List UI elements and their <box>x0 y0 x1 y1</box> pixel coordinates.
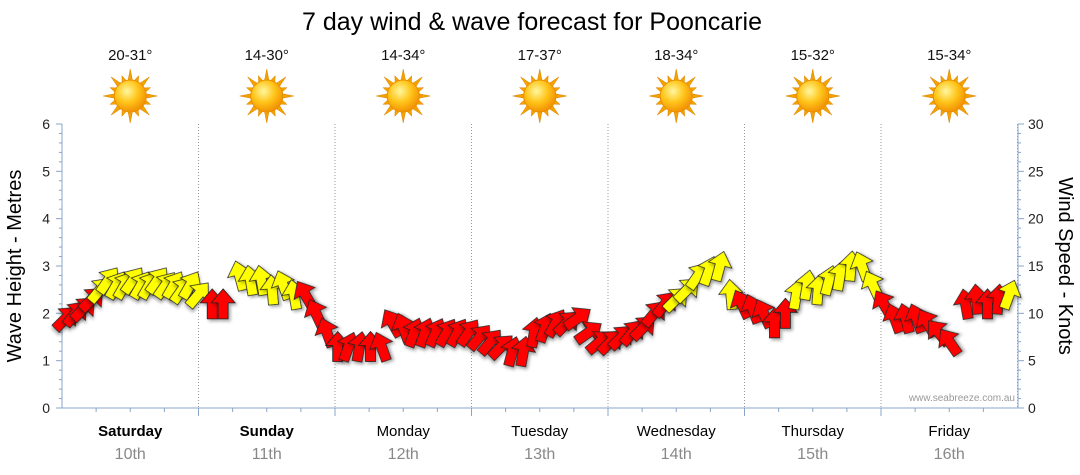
daily-temperatures: 20-31° 14-30° 14-34° 17-37° 18-34° 15-32° 15-3… <box>108 47 971 64</box>
left-tick-label: 1 <box>42 353 50 369</box>
left-axis-label: Wave Height - Metres <box>4 170 26 363</box>
left-axis-ticks: 0 1 2 3 4 5 6 <box>42 116 62 416</box>
day-date: 14th <box>661 446 692 463</box>
sun-icon <box>376 68 431 124</box>
temperature-range: 20-31° <box>108 47 152 64</box>
day-labels: Saturday 10th Sunday 11th Monday 12th Tuesday 1… <box>98 423 970 463</box>
left-tick-label: 2 <box>42 305 50 321</box>
right-tick-label: 5 <box>1028 353 1036 369</box>
right-axis-ticks: 0 5 10 15 20 25 30 <box>1018 116 1044 416</box>
left-tick-label: 3 <box>42 258 50 274</box>
day-date: 12th <box>388 446 419 463</box>
wind-arrow <box>707 250 733 283</box>
right-tick-label: 15 <box>1028 258 1044 274</box>
day-date: 15th <box>797 446 828 463</box>
wind-arrow <box>718 278 744 311</box>
day-name: Sunday <box>240 423 295 440</box>
temperature-range: 15-34° <box>927 47 971 64</box>
wind-arrows <box>51 250 1022 368</box>
wind-arrow <box>369 331 394 363</box>
sun-icon <box>512 68 567 124</box>
watermark: www.seabreeze.com.au <box>908 393 1015 404</box>
right-tick-label: 30 <box>1028 116 1044 132</box>
right-axis-label: Wind Speed - Knots <box>1054 177 1076 355</box>
wind-arrow <box>997 279 1022 311</box>
left-tick-label: 4 <box>42 211 50 227</box>
day-date: 16th <box>934 446 965 463</box>
temperature-range: 15-32° <box>791 47 835 64</box>
sun-icon <box>103 68 158 124</box>
chart-title: 7 day wind & wave forecast for Pooncarie <box>302 8 762 36</box>
temperature-range: 18-34° <box>654 47 698 64</box>
temperature-range: 17-37° <box>518 47 562 64</box>
day-date: 11th <box>252 446 282 463</box>
x-axis-ticks <box>95 408 984 416</box>
day-name: Saturday <box>98 423 163 440</box>
sun-icon <box>649 68 704 124</box>
right-tick-label: 10 <box>1028 305 1044 321</box>
left-tick-label: 0 <box>42 400 50 416</box>
grid-lines <box>198 124 1018 408</box>
day-name: Friday <box>928 423 970 440</box>
temperature-range: 14-30° <box>245 47 289 64</box>
wind-arrow <box>938 328 963 358</box>
right-tick-label: 25 <box>1028 163 1044 179</box>
temperature-range: 14-34° <box>381 47 425 64</box>
day-name: Monday <box>377 423 431 440</box>
right-tick-label: 20 <box>1028 211 1044 227</box>
plot-area: 0 1 2 3 4 5 6 0 5 10 15 20 25 30 www.seabreeze.com.a… <box>42 116 1044 416</box>
left-tick-label: 6 <box>42 116 50 132</box>
right-tick-label: 0 <box>1028 400 1036 416</box>
sun-icon <box>785 68 840 124</box>
sun-icon <box>922 68 977 124</box>
wind-arrow <box>562 307 591 332</box>
day-name: Wednesday <box>637 423 716 440</box>
left-tick-label: 5 <box>42 163 50 179</box>
sun-icon <box>239 68 294 124</box>
day-name: Thursday <box>781 423 844 440</box>
wind-arrow <box>210 288 236 320</box>
day-date: 13th <box>524 446 555 463</box>
day-name: Tuesday <box>511 423 568 440</box>
weather-icons <box>103 68 977 124</box>
day-date: 10th <box>115 446 146 463</box>
